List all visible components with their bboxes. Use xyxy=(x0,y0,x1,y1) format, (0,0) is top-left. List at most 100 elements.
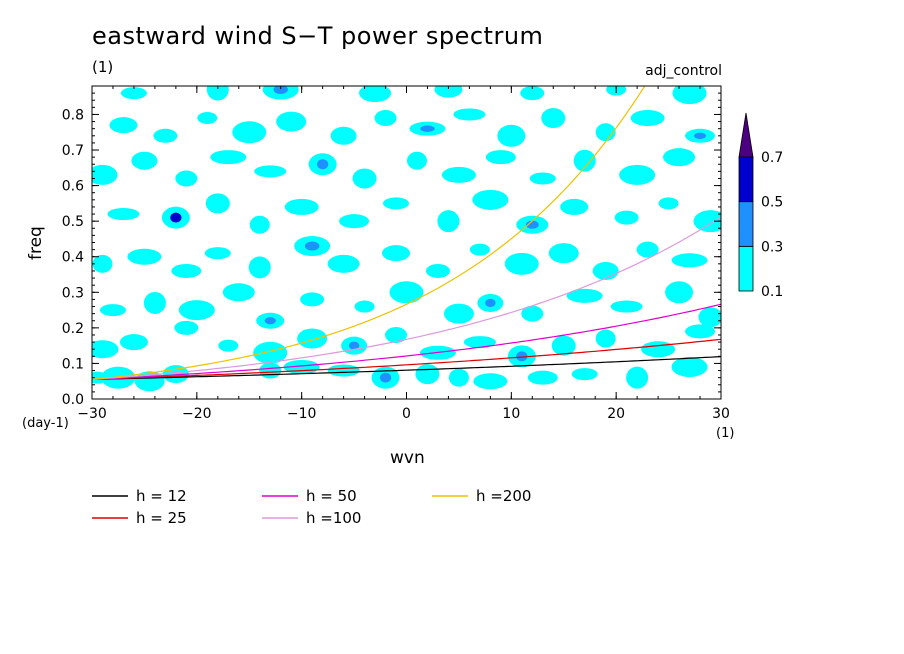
power-patch xyxy=(232,121,267,144)
power-patch xyxy=(685,324,716,339)
power-patch xyxy=(259,362,282,379)
power-patch xyxy=(92,340,119,359)
y-tick-label: 0.6 xyxy=(62,179,84,195)
power-patch xyxy=(178,300,215,321)
power-patch xyxy=(641,341,676,358)
power-patch xyxy=(389,281,424,304)
colorbar-label: 0.7 xyxy=(761,150,783,166)
power-patch xyxy=(497,124,526,147)
dispersion-curve xyxy=(92,86,646,380)
dispersion-curve xyxy=(92,338,721,380)
power-patch xyxy=(630,110,665,127)
power-patch xyxy=(327,364,360,377)
power-patch-core xyxy=(525,220,539,229)
power-patch xyxy=(254,165,287,178)
power-patch xyxy=(671,356,708,377)
power-patch xyxy=(425,263,450,278)
power-patch xyxy=(415,364,440,385)
power-patch-core xyxy=(379,372,392,383)
power-patch-core xyxy=(304,241,320,251)
power-patch xyxy=(636,241,659,258)
power-patch xyxy=(595,329,616,348)
plot-frame xyxy=(91,85,722,400)
power-patch xyxy=(354,300,375,313)
power-patch xyxy=(437,210,460,233)
y-tick-label: 0.2 xyxy=(62,321,84,337)
power-patch xyxy=(204,247,231,260)
power-patch xyxy=(473,373,508,390)
power-patch xyxy=(218,339,239,352)
power-patch xyxy=(297,328,328,349)
power-patch xyxy=(663,148,696,167)
power-patch xyxy=(383,197,410,210)
x-tick-label: 20 xyxy=(607,406,625,422)
legend-label: h =100 xyxy=(306,509,361,527)
y-tick-label: 0.3 xyxy=(62,285,84,301)
power-patch-core xyxy=(348,341,360,350)
power-patch xyxy=(276,111,307,132)
chart-title: eastward wind S−T power spectrum xyxy=(92,22,544,50)
power-patch xyxy=(174,320,199,335)
power-patch xyxy=(560,198,589,215)
power-patch xyxy=(610,300,643,313)
power-patch-core xyxy=(485,298,496,308)
power-patch xyxy=(327,254,360,273)
power-patch xyxy=(248,256,271,279)
legend-label: h = 25 xyxy=(136,509,187,527)
power-patch xyxy=(171,263,202,278)
chart-subtitle: (1) xyxy=(92,58,114,76)
power-patch xyxy=(339,214,370,229)
power-patch xyxy=(671,253,708,268)
power-patch xyxy=(693,210,721,233)
power-patch xyxy=(614,210,639,225)
power-patch xyxy=(92,164,118,185)
x-tick-label: −10 xyxy=(287,406,317,422)
power-patch xyxy=(571,368,598,381)
power-patch xyxy=(284,198,319,215)
power-patch-core xyxy=(273,86,288,95)
colorbar-swatch xyxy=(738,201,754,247)
power-patch xyxy=(120,87,147,100)
power-patch xyxy=(385,326,408,343)
y-tick-label: 0.0 xyxy=(62,392,84,408)
power-patch xyxy=(300,292,325,307)
power-patch-core xyxy=(694,132,707,139)
power-patch xyxy=(658,197,679,210)
power-patch xyxy=(374,110,397,127)
power-patch xyxy=(143,291,166,314)
power-patch xyxy=(197,112,218,125)
power-patch xyxy=(107,208,140,221)
y-tick-label: 0.8 xyxy=(62,107,84,123)
x-tick-label: 10 xyxy=(502,406,520,422)
legend-label: h = 50 xyxy=(306,487,357,505)
power-patch xyxy=(406,151,427,170)
colorbar-label: 0.1 xyxy=(761,284,783,300)
power-patch xyxy=(153,128,178,143)
colorbar-label: 0.3 xyxy=(761,239,783,255)
power-patch xyxy=(92,254,113,273)
power-patch xyxy=(434,86,463,98)
legend-label: h =200 xyxy=(476,487,531,505)
power-patch xyxy=(253,341,288,364)
power-patch xyxy=(665,281,694,304)
power-patch xyxy=(205,193,230,214)
legend-label: h = 12 xyxy=(136,487,187,505)
power-patch xyxy=(109,117,138,134)
power-patch xyxy=(359,86,392,103)
power-patch xyxy=(521,305,544,322)
colorbar-swatch xyxy=(738,245,754,292)
power-patch xyxy=(541,108,566,129)
x-tick-label: 0 xyxy=(402,406,411,422)
power-patch xyxy=(206,86,229,101)
power-patch-core xyxy=(170,212,182,223)
power-patch xyxy=(222,283,255,302)
dispersion-curve xyxy=(92,303,721,380)
power-patch xyxy=(619,164,656,185)
power-patch xyxy=(672,86,707,105)
power-patch xyxy=(566,288,603,303)
power-patch xyxy=(382,245,411,262)
power-patch-core xyxy=(516,351,528,362)
run-label: adj_control xyxy=(645,63,722,79)
power-patch xyxy=(249,215,270,234)
